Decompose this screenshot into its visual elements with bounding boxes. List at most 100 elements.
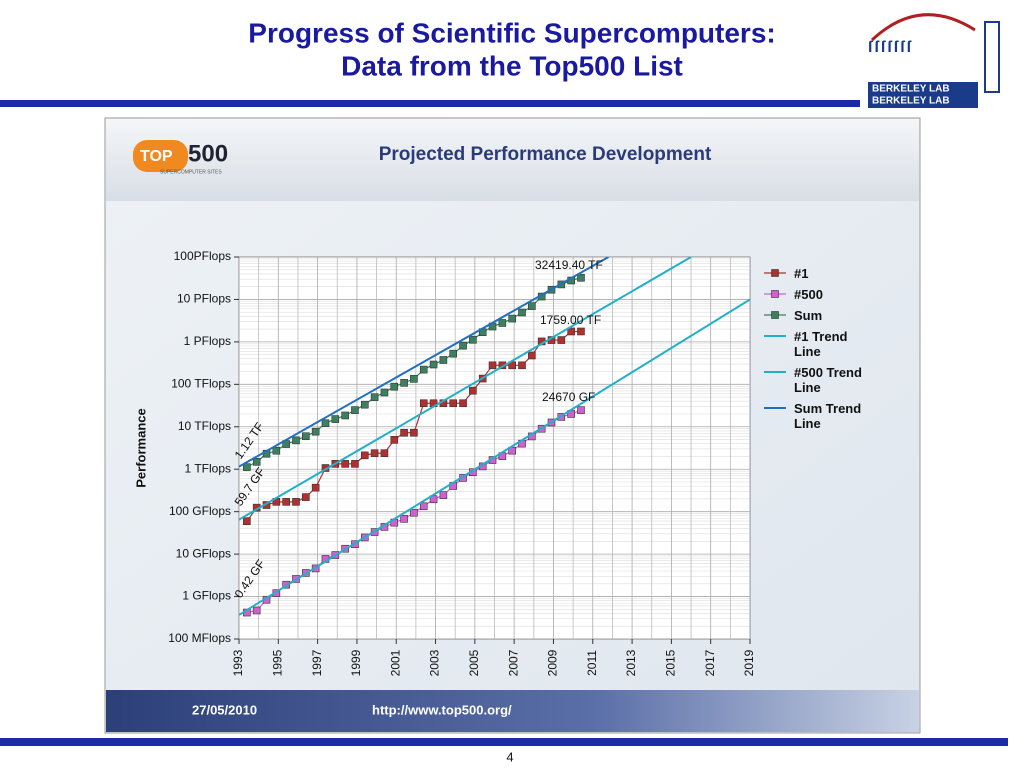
marker (469, 335, 477, 344)
marker (459, 399, 467, 408)
slide-title: Data from the Top500 List (341, 50, 683, 81)
marker (449, 399, 458, 408)
marker (351, 460, 359, 468)
chart-footer (106, 690, 919, 732)
marker (429, 360, 438, 369)
marker (360, 400, 369, 409)
footer-url: http://www.top500.org/ (372, 702, 512, 717)
marker (292, 498, 300, 506)
footer-date: 27/05/2010 (192, 702, 257, 717)
legend-label: Sum Trend Line (794, 401, 862, 431)
marker (518, 308, 526, 317)
marker (243, 517, 251, 525)
legend-key (764, 290, 786, 298)
x-tick-label: 2005 (467, 649, 481, 676)
marker (577, 406, 585, 414)
legend-label: #1 Trend Line (794, 329, 848, 359)
lab-logo: ſſſſſſſ BERKELEY LAB BERKELEY LAB (868, 13, 1000, 108)
chart-title: Projected Performance Development (379, 144, 712, 165)
legend-label: Sum (794, 308, 823, 323)
page-number: 4 (506, 749, 513, 764)
marker (488, 361, 497, 370)
legend-label: #1 (794, 266, 809, 281)
logo-sub: SUPERCOMPUTER SITES (160, 169, 222, 175)
marker (380, 449, 389, 458)
legend-label: #500 Trend Line (794, 365, 862, 395)
logo-text: 500 (188, 140, 228, 167)
marker (282, 498, 290, 506)
x-tick-label: 2007 (506, 649, 520, 676)
y-axis-label: Performance (133, 408, 148, 487)
marker (469, 386, 477, 395)
trend-line (239, 257, 692, 521)
marker (272, 446, 281, 455)
annotation: 1759.00 TF (540, 313, 601, 327)
marker (577, 273, 585, 282)
trend-line (239, 298, 750, 616)
x-tick-label: 2015 (664, 649, 678, 676)
x-tick-label: 2003 (428, 649, 442, 676)
marker (419, 365, 428, 374)
marker (390, 382, 399, 391)
legend-key (764, 335, 786, 337)
slide-title: Progress of Scientific Supercomputers: (248, 17, 775, 48)
legend-entry: Sum (762, 308, 892, 323)
y-tick-label: 1 TFlops (185, 461, 231, 475)
marker (518, 361, 526, 370)
plot-layer (239, 257, 750, 639)
bottom-rule (0, 738, 1008, 746)
marker (410, 428, 418, 437)
marker (311, 483, 320, 492)
legend-entry: Sum Trend Line (762, 401, 892, 431)
x-tick-label: 2013 (624, 649, 638, 676)
svg-text:ſſſſſſſ: ſſſſſſſ (868, 39, 913, 56)
legend-key (764, 371, 786, 373)
x-tick-label: 2019 (742, 649, 756, 676)
marker (321, 419, 330, 427)
lab-name: BERKELEY LAB (872, 96, 950, 107)
legend-entry: #500 (762, 287, 892, 302)
marker (292, 436, 300, 445)
marker (380, 388, 389, 397)
marker (508, 314, 516, 323)
legend-entry: #500 Trend Line (762, 365, 892, 395)
y-tick-label: 1 GFlops (182, 589, 231, 603)
x-tick-label: 2011 (585, 650, 599, 676)
annotation: 24670 GF (542, 390, 595, 404)
x-tick-label: 1993 (231, 649, 245, 676)
marker (400, 428, 408, 437)
marker (370, 449, 379, 458)
marker (360, 451, 369, 460)
marker (390, 435, 399, 444)
marker (351, 406, 359, 414)
marker (557, 336, 566, 344)
marker (449, 349, 458, 358)
x-tick-label: 1995 (270, 649, 284, 676)
marker (302, 432, 310, 441)
annotation: 32419.40 TF (535, 258, 603, 272)
marker (252, 606, 261, 615)
marker (419, 502, 428, 511)
x-tick-label: 1999 (349, 649, 363, 676)
marker (331, 415, 340, 423)
legend: #1 #500 Sum #1 Trend Line #500 Trend Line Sum… (762, 266, 892, 437)
y-tick-label: 10 GFlops (176, 546, 231, 560)
marker (498, 319, 507, 327)
x-tick-label: 2001 (388, 649, 402, 676)
marker (400, 379, 408, 387)
y-tick-label: 100 TFlops (171, 377, 231, 391)
marker (459, 341, 467, 350)
y-tick-label: 100 GFlops (169, 504, 231, 518)
marker (439, 491, 448, 499)
marker (577, 327, 585, 336)
marker (410, 375, 418, 383)
marker (439, 356, 448, 364)
x-tick-label: 2017 (703, 649, 717, 676)
marker (419, 399, 428, 408)
trend-line (239, 257, 609, 468)
logo-badge (133, 140, 188, 172)
marker (302, 493, 310, 501)
marker (567, 327, 575, 336)
